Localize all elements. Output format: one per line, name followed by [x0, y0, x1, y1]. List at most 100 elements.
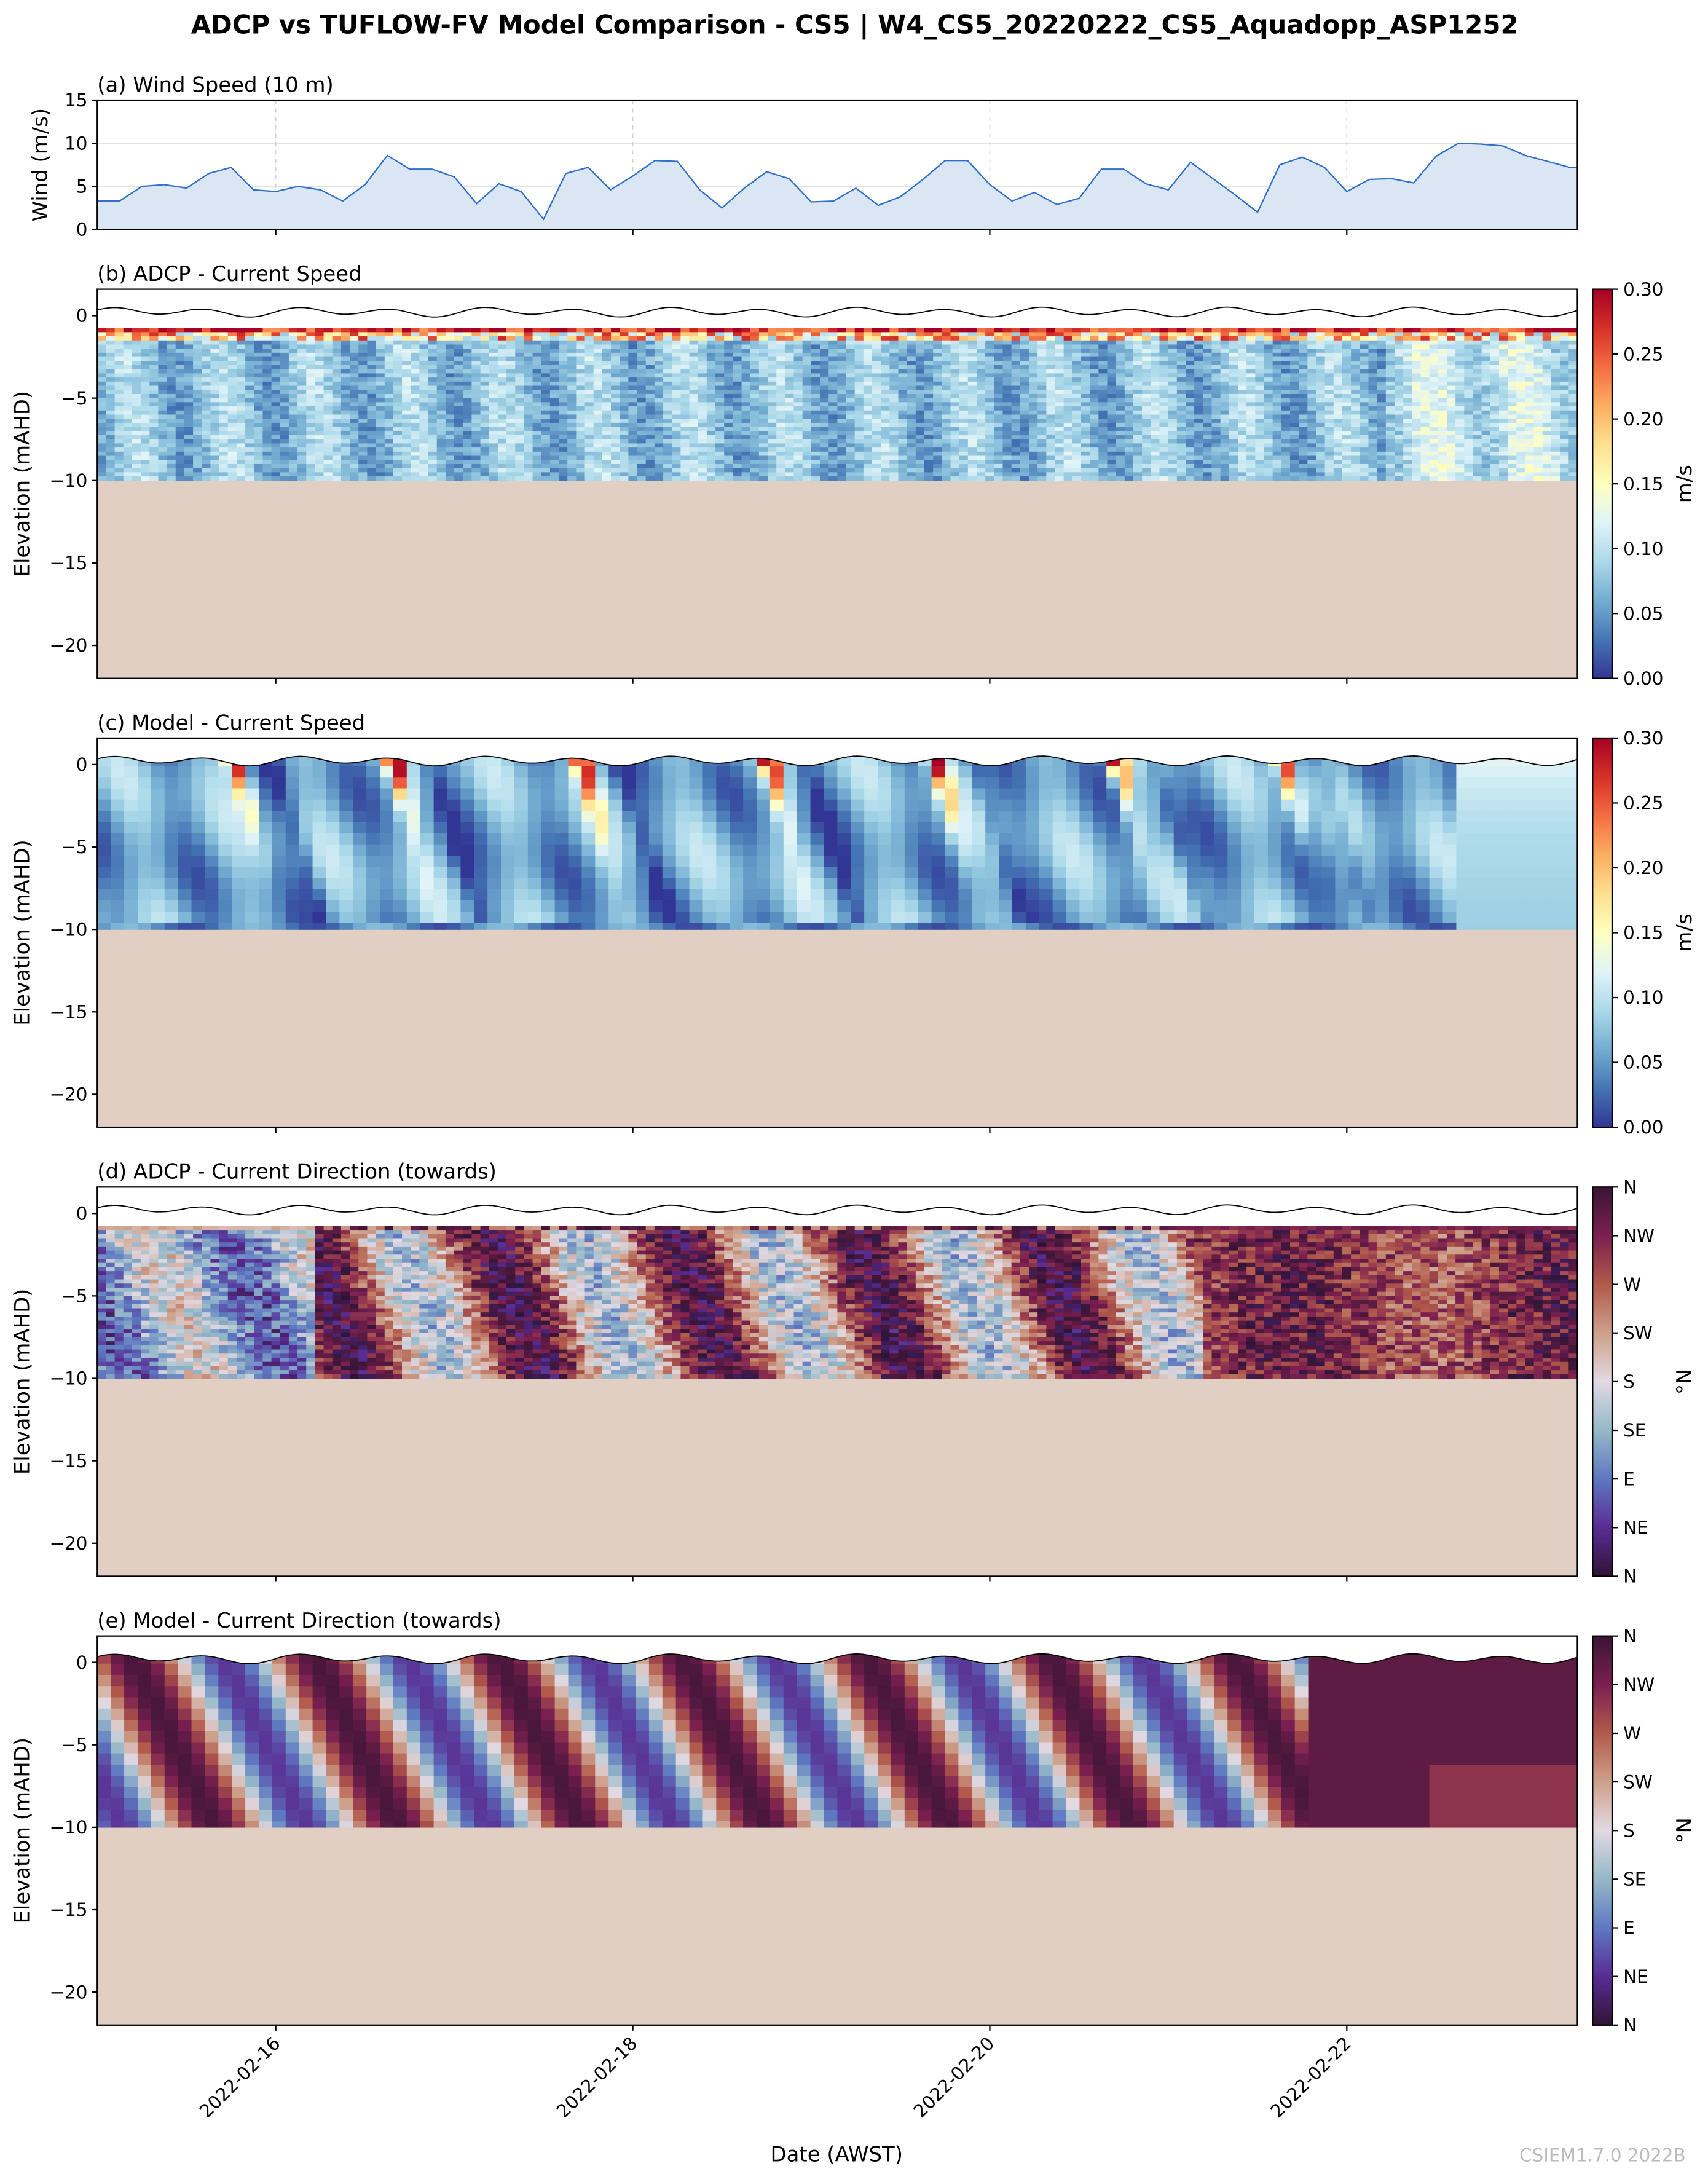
heatmap-cell [1133, 414, 1143, 419]
heatmap-cell [158, 419, 168, 423]
heatmap-cell [515, 369, 525, 374]
heatmap-cell [1229, 443, 1238, 448]
heatmap-cell [358, 451, 368, 457]
heatmap-cell [297, 463, 307, 469]
heatmap-cell [367, 349, 377, 353]
heatmap-cell [1159, 463, 1169, 469]
heatmap-cell [245, 406, 254, 411]
heatmap-cell [549, 369, 559, 374]
heatmap-cell [393, 340, 403, 345]
heatmap-cell [645, 361, 655, 366]
heatmap-cell [1072, 419, 1082, 423]
heatmap-cell [202, 332, 211, 337]
heatmap-cell [393, 390, 403, 395]
heatmap-cell [898, 328, 908, 333]
heatmap-cell [1176, 427, 1186, 431]
heatmap-cell [1002, 393, 1012, 399]
heatmap-cell [715, 373, 725, 378]
heatmap-cell [620, 393, 629, 399]
heatmap-cell [532, 472, 542, 477]
heatmap-cell [672, 431, 682, 436]
heatmap-cell [141, 390, 150, 395]
heatmap-cell [680, 336, 690, 341]
heatmap-cell [202, 402, 211, 407]
heatmap-cell [950, 364, 960, 370]
heatmap-cell [1029, 369, 1038, 374]
heatmap-cell [358, 349, 368, 353]
heatmap-cell [654, 352, 664, 358]
heatmap-cell [768, 369, 777, 374]
seabed-area [97, 480, 1578, 679]
heatmap-cell [706, 476, 716, 481]
heatmap-cell [489, 435, 498, 440]
heatmap-cell [698, 373, 707, 378]
heatmap-cell [611, 369, 620, 374]
heatmap-cell [750, 332, 760, 337]
heatmap-cell [967, 390, 977, 395]
heatmap-cell [515, 451, 525, 457]
heatmap-cell [402, 385, 411, 390]
heatmap-cell [384, 377, 394, 382]
heatmap-cell [106, 336, 116, 341]
heatmap-cell [959, 427, 969, 431]
heatmap-cell [1237, 455, 1247, 460]
heatmap-cell [1168, 431, 1178, 436]
heatmap-cell [837, 369, 847, 374]
heatmap-cell [1116, 356, 1125, 361]
heatmap-cell [837, 463, 847, 469]
heatmap-cell [114, 431, 124, 436]
heatmap-cell [497, 364, 507, 370]
heatmap-cell [1063, 447, 1073, 452]
heatmap-cell [114, 414, 124, 419]
heatmap-cell [532, 369, 542, 374]
heatmap-cell [454, 402, 463, 407]
heatmap-cell [645, 369, 655, 374]
heatmap-cell [942, 340, 951, 345]
heatmap-cell [559, 410, 568, 416]
heatmap-cell [114, 369, 124, 374]
heatmap-cell [1107, 414, 1117, 419]
heatmap-cell [367, 455, 377, 460]
heatmap-cell [733, 393, 742, 399]
heatmap-cell [715, 364, 725, 370]
heatmap-cell [323, 381, 333, 387]
heatmap-cell [315, 402, 325, 407]
heatmap-cell [1142, 414, 1151, 419]
heatmap-cell [175, 328, 185, 333]
heatmap-cell [1124, 369, 1134, 374]
heatmap-cell [593, 361, 603, 366]
heatmap-cell [1029, 410, 1038, 416]
heatmap-cell [358, 398, 368, 403]
heatmap-cell [1133, 344, 1143, 349]
heatmap-cell [663, 406, 672, 411]
heatmap-cell [549, 468, 559, 473]
heatmap-cell [1002, 364, 1012, 370]
heatmap-cell [497, 460, 507, 465]
heatmap-cell [454, 447, 463, 452]
heatmap-cell [106, 390, 116, 395]
heatmap-cell [672, 349, 682, 353]
heatmap-cell [532, 361, 542, 366]
heatmap-cell [881, 381, 891, 387]
heatmap-cell [559, 435, 568, 440]
heatmap-cell [158, 455, 168, 460]
heatmap-cell [872, 435, 881, 440]
heatmap-cell [793, 427, 803, 431]
heatmap-cell [202, 447, 211, 452]
heatmap-cell [933, 385, 943, 390]
heatmap-cell [419, 427, 429, 431]
heatmap-cell [1037, 431, 1047, 436]
heatmap-cell [323, 352, 333, 358]
heatmap-cell [549, 435, 559, 440]
heatmap-cell [262, 385, 272, 390]
heatmap-cell [436, 390, 446, 395]
heatmap-cell [175, 468, 185, 473]
heatmap-cell [1063, 361, 1073, 366]
heatmap-cell [977, 393, 986, 399]
heatmap-cell [1246, 340, 1256, 345]
heatmap-cell [1081, 476, 1090, 481]
heatmap-cell [1185, 361, 1195, 366]
heatmap-cell [994, 451, 1004, 457]
heatmap-cell [1220, 439, 1230, 444]
heatmap-cell [271, 393, 281, 399]
